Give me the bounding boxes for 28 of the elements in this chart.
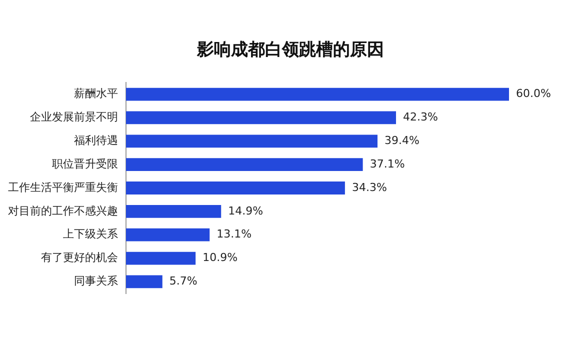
y-tick-label: 对目前的工作不感兴趣 — [8, 204, 118, 218]
data-label: 10.9% — [202, 251, 238, 264]
bar — [126, 111, 396, 124]
y-tick-label: 福利待遇 — [74, 134, 118, 148]
bar — [126, 182, 345, 194]
chart-title: 影响成都白领跳槽的原因 — [196, 39, 385, 61]
y-tick-label: 同事关系 — [74, 274, 118, 288]
y-tick-label: 薪酬水平 — [74, 87, 118, 100]
data-label: 13.1% — [216, 228, 252, 241]
bar — [126, 158, 363, 172]
y-tick-label: 工作生活平衡严重失衡 — [8, 180, 118, 194]
y-tick-label: 职位晋升受限 — [52, 157, 118, 170]
bar — [126, 134, 378, 148]
data-label: 42.3% — [403, 110, 438, 124]
data-label: 14.9% — [228, 204, 264, 218]
bar — [126, 204, 222, 218]
bar — [126, 252, 196, 265]
bar — [126, 88, 509, 101]
data-label: 34.3% — [352, 180, 387, 194]
data-label: 60.0% — [516, 87, 551, 100]
bar — [126, 275, 162, 288]
y-tick-label: 企业发展前景不明 — [30, 110, 118, 124]
data-label: 37.1% — [370, 157, 405, 170]
y-tick-label: 有了更好的机会 — [41, 251, 118, 264]
y-tick-label: 上下级关系 — [63, 228, 118, 241]
data-label: 39.4% — [384, 134, 420, 148]
data-label: 5.7% — [169, 274, 198, 288]
bar — [126, 228, 210, 242]
